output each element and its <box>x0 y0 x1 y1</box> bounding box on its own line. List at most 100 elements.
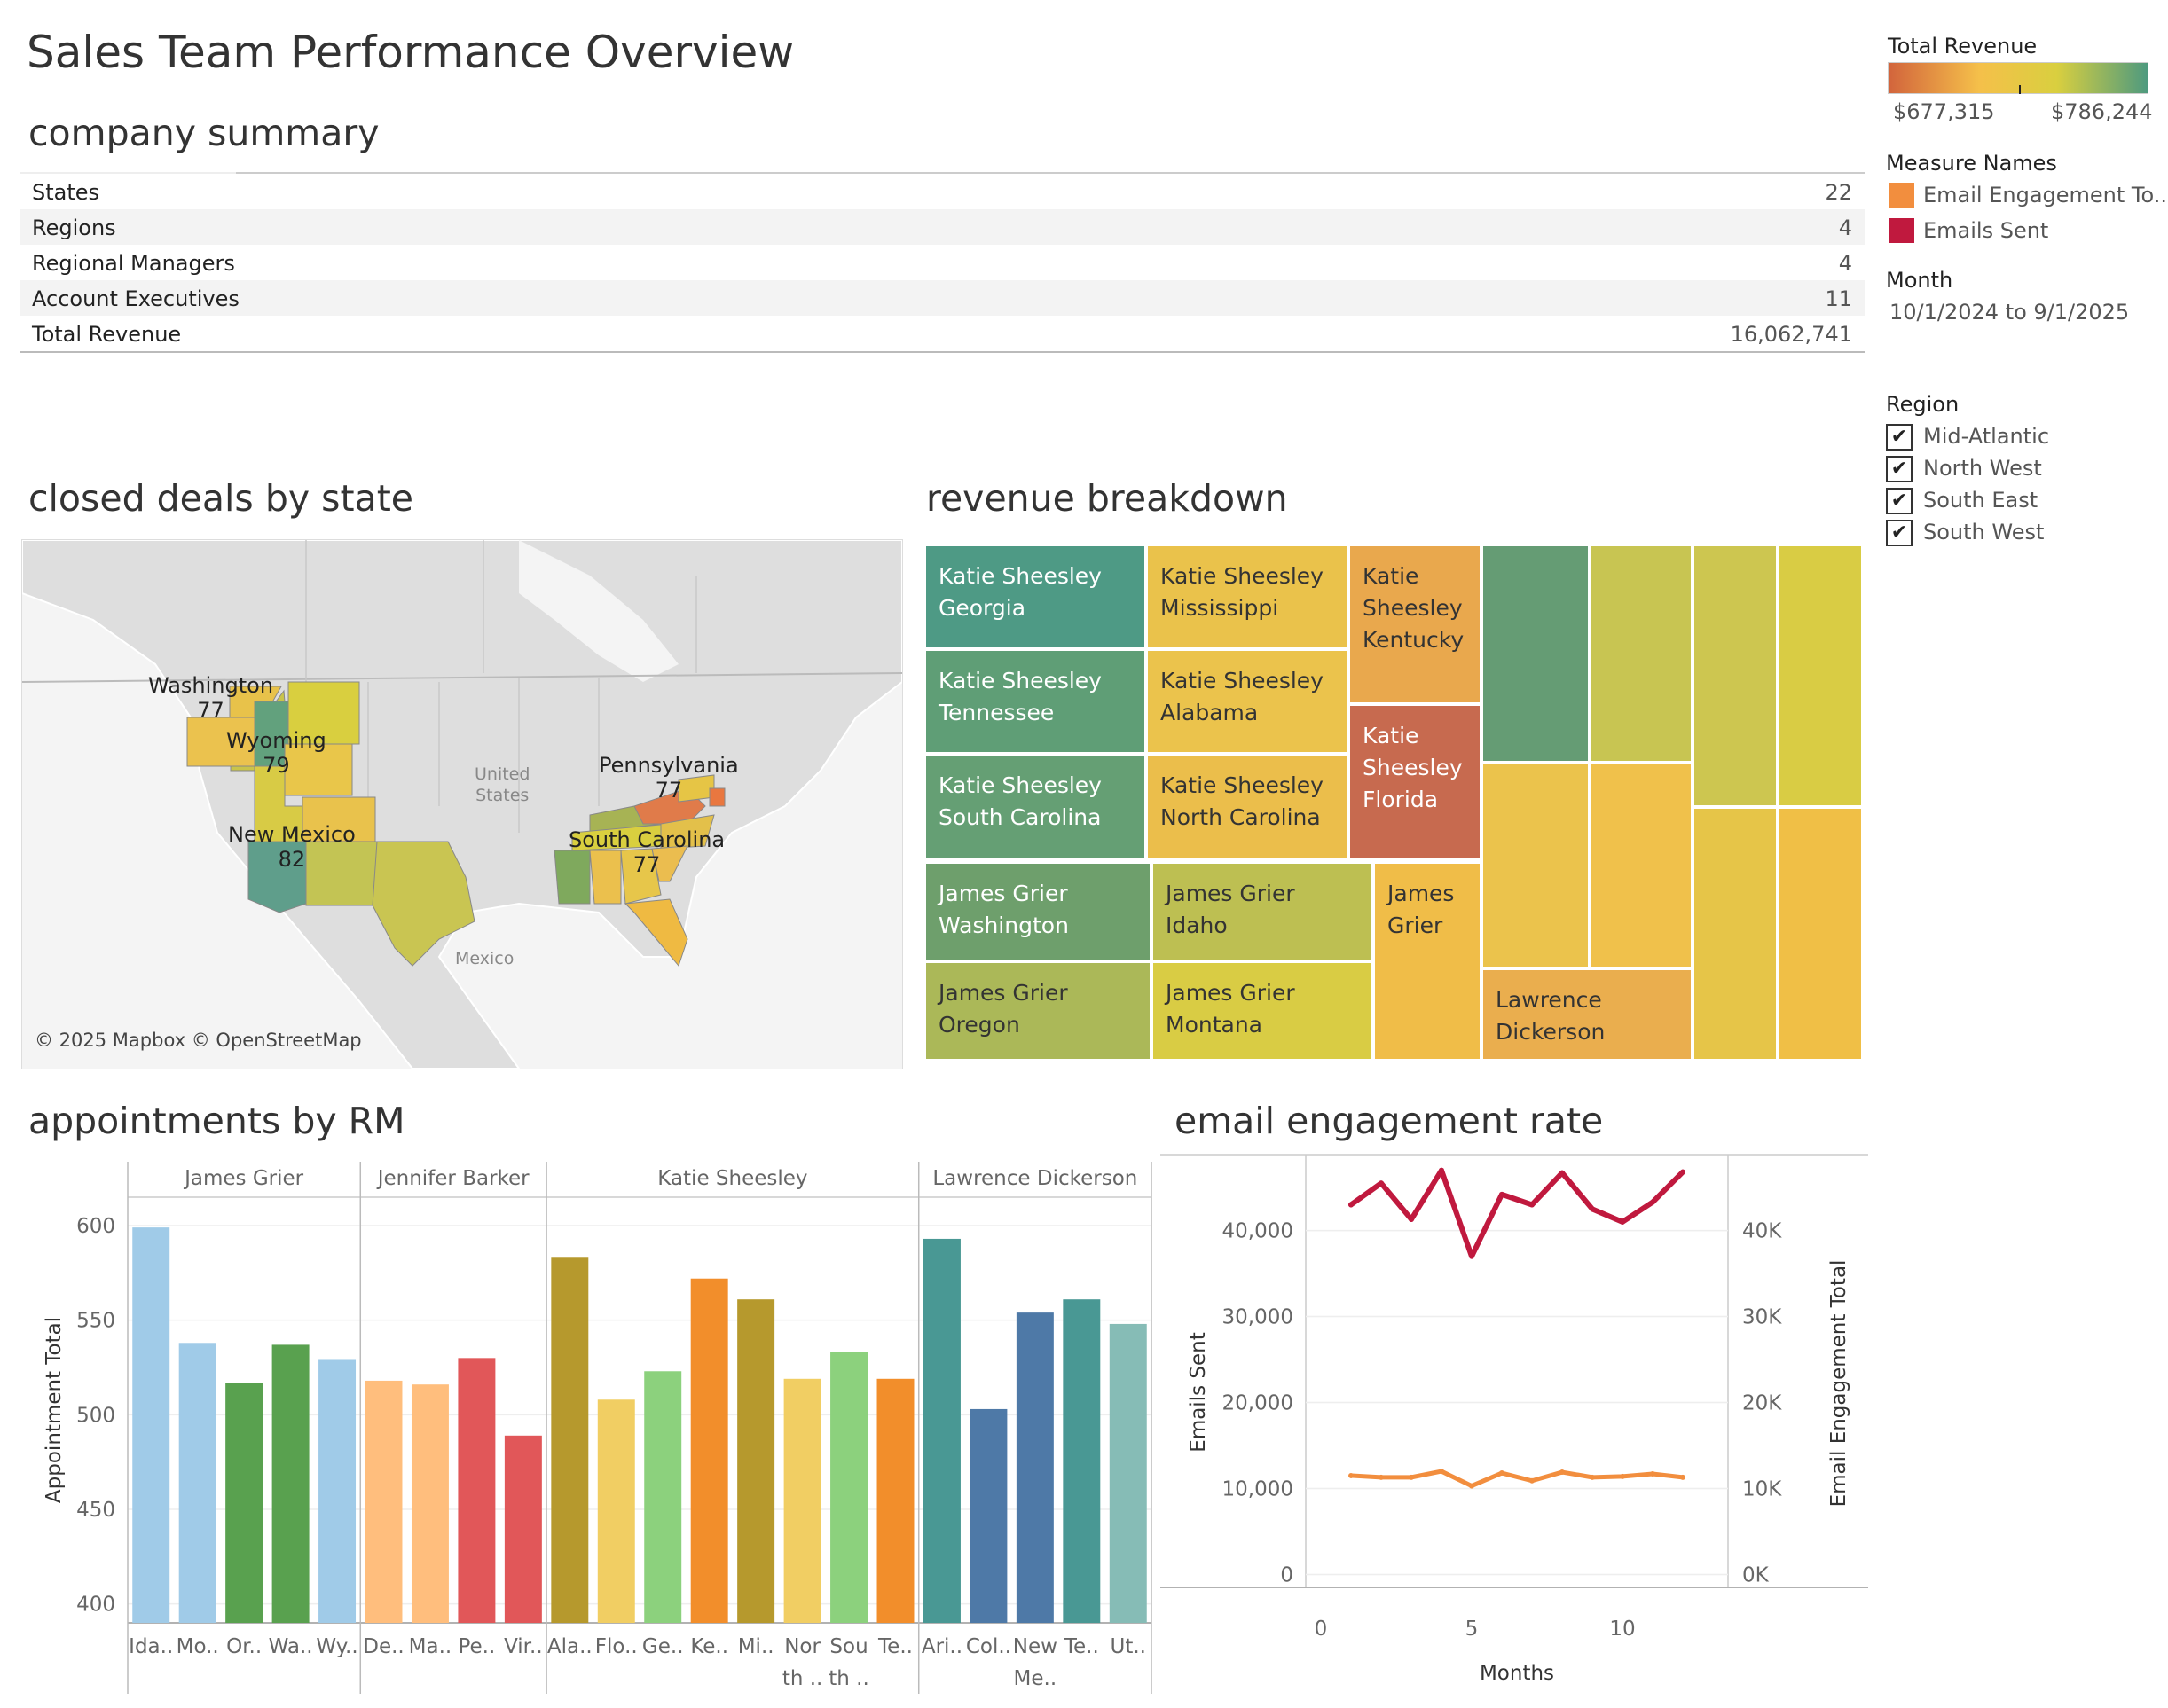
data-point[interactable] <box>1559 1170 1565 1176</box>
region-checkbox-mid-atlantic[interactable]: ✔ <box>1886 424 1913 451</box>
data-point[interactable] <box>1409 1216 1414 1222</box>
treemap-cell[interactable]: Katie Sheesley Alabama <box>1146 649 1348 754</box>
bar[interactable] <box>783 1378 821 1623</box>
treemap-cell[interactable] <box>1481 763 1590 968</box>
treemap-cell[interactable]: Katie Sheesley South Carolina <box>924 754 1146 860</box>
bar[interactable] <box>876 1378 915 1623</box>
data-point[interactable] <box>1499 1191 1504 1197</box>
bar[interactable] <box>597 1399 635 1623</box>
bar[interactable] <box>690 1278 728 1623</box>
bar[interactable] <box>318 1359 357 1623</box>
state-mississippi[interactable] <box>554 850 591 905</box>
region-label-south-east[interactable]: South East <box>1923 488 2038 513</box>
bar[interactable] <box>178 1343 216 1623</box>
bar[interactable] <box>644 1371 682 1623</box>
region-checkbox-south-east[interactable]: ✔ <box>1886 488 1913 514</box>
treemap-cell[interactable]: James Grier Idaho <box>1151 862 1373 961</box>
bar[interactable] <box>830 1352 868 1623</box>
legend-swatch-engagement[interactable] <box>1889 183 1914 208</box>
legend-label-emails-sent[interactable]: Emails Sent <box>1923 218 2049 243</box>
state-florida[interactable] <box>624 898 688 968</box>
data-point[interactable] <box>1469 1483 1474 1489</box>
map-label-pennsylvania: Pennsylvania 77 <box>599 753 739 803</box>
legend-swatch-emails-sent[interactable] <box>1889 218 1914 243</box>
treemap-cell[interactable] <box>1778 807 1863 1061</box>
bar[interactable] <box>1063 1299 1101 1623</box>
treemap-cell[interactable]: Katie Sheesley North Carolina <box>1146 754 1348 860</box>
bar[interactable] <box>970 1408 1008 1623</box>
bar[interactable] <box>1016 1312 1054 1623</box>
bar[interactable] <box>225 1383 263 1623</box>
bar[interactable] <box>923 1238 961 1623</box>
bar[interactable] <box>458 1358 496 1623</box>
bar[interactable] <box>132 1227 170 1623</box>
region-label-south-west[interactable]: South West <box>1923 520 2045 545</box>
state-texas[interactable] <box>372 841 475 967</box>
data-point[interactable] <box>1680 1474 1685 1480</box>
data-point[interactable] <box>1348 1472 1354 1478</box>
data-point[interactable] <box>1590 1206 1595 1212</box>
region-label-mid-atlantic[interactable]: Mid-Atlantic <box>1923 424 2050 449</box>
group-header: Lawrence Dickerson <box>932 1167 1137 1190</box>
treemap-cell[interactable]: James Grier <box>1373 862 1481 1061</box>
bar[interactable] <box>1109 1323 1147 1623</box>
closed-deals-map[interactable]: Washington 77 Wyoming 79 Pennsylvania 77… <box>21 539 903 1069</box>
treemap-cell[interactable]: James Grier Montana <box>1151 961 1373 1061</box>
state-south-carolina[interactable] <box>651 845 688 882</box>
page-title: Sales Team Performance Overview <box>27 27 795 78</box>
treemap-cell[interactable]: Katie Sheesley Florida <box>1348 704 1481 860</box>
data-point[interactable] <box>1379 1180 1384 1187</box>
data-point[interactable] <box>1439 1469 1444 1475</box>
treemap-cell[interactable] <box>1778 545 1863 807</box>
state-alabama[interactable] <box>589 850 622 905</box>
treemap-cell[interactable] <box>1590 545 1693 763</box>
region-checkbox-south-west[interactable]: ✔ <box>1886 520 1913 546</box>
legend-label-engagement[interactable]: Email Engagement To.. <box>1923 183 2168 208</box>
bar[interactable] <box>271 1344 310 1623</box>
treemap-cell[interactable]: Katie Sheesley Kentucky <box>1348 545 1481 704</box>
region-label-north-west[interactable]: North West <box>1923 456 2042 481</box>
map-attribution[interactable]: © 2025 Mapbox © OpenStreetMap <box>35 1030 362 1051</box>
treemap-cell[interactable] <box>1590 763 1693 968</box>
treemap-cell[interactable]: Katie Sheesley Mississippi <box>1146 545 1348 649</box>
data-point[interactable] <box>1529 1477 1535 1484</box>
data-point[interactable] <box>1590 1474 1595 1480</box>
treemap-cell[interactable] <box>1693 807 1778 1061</box>
bar[interactable] <box>737 1299 775 1623</box>
data-point[interactable] <box>1559 1469 1565 1476</box>
data-point[interactable] <box>1409 1474 1414 1480</box>
treemap-cell[interactable] <box>1693 545 1778 807</box>
state-maryland[interactable] <box>709 787 726 807</box>
treemap-cell[interactable]: James Grier Oregon <box>924 961 1151 1061</box>
data-point[interactable] <box>1620 1473 1625 1479</box>
data-point[interactable] <box>1439 1167 1444 1173</box>
treemap-cell[interactable]: James Grier Washington <box>924 862 1151 961</box>
group-header: Jennifer Barker <box>376 1167 530 1190</box>
treemap-cell[interactable]: Katie Sheesley Georgia <box>924 545 1146 649</box>
x-tick-label: Wa.. <box>269 1635 313 1658</box>
region-checkbox-north-west[interactable]: ✔ <box>1886 456 1913 482</box>
data-point[interactable] <box>1469 1253 1474 1259</box>
treemap-cell[interactable]: Katie Sheesley Tennessee <box>924 649 1146 754</box>
data-point[interactable] <box>1379 1474 1384 1480</box>
data-point[interactable] <box>1650 1471 1655 1477</box>
data-point[interactable] <box>1348 1202 1354 1208</box>
bar[interactable] <box>411 1384 449 1623</box>
treemap-cell[interactable] <box>1481 545 1590 763</box>
data-point[interactable] <box>1650 1199 1655 1205</box>
emails-sent-line[interactable] <box>1348 1167 1685 1259</box>
state-georgia[interactable] <box>620 848 662 905</box>
bar[interactable] <box>504 1435 542 1623</box>
state-arizona[interactable] <box>247 841 307 913</box>
state-north-carolina[interactable] <box>660 814 715 850</box>
x-tick-label: New <box>1013 1635 1057 1658</box>
data-point[interactable] <box>1499 1470 1504 1477</box>
month-filter-value[interactable]: 10/1/2024 to 9/1/2025 <box>1889 300 2130 325</box>
data-point[interactable] <box>1529 1202 1535 1208</box>
treemap-cell[interactable]: Lawrence Dickerson <box>1481 968 1693 1061</box>
data-point[interactable] <box>1680 1169 1685 1175</box>
bar[interactable] <box>365 1380 403 1623</box>
bar[interactable] <box>551 1257 589 1623</box>
data-point[interactable] <box>1620 1218 1625 1225</box>
engagement-line[interactable] <box>1348 1469 1685 1489</box>
